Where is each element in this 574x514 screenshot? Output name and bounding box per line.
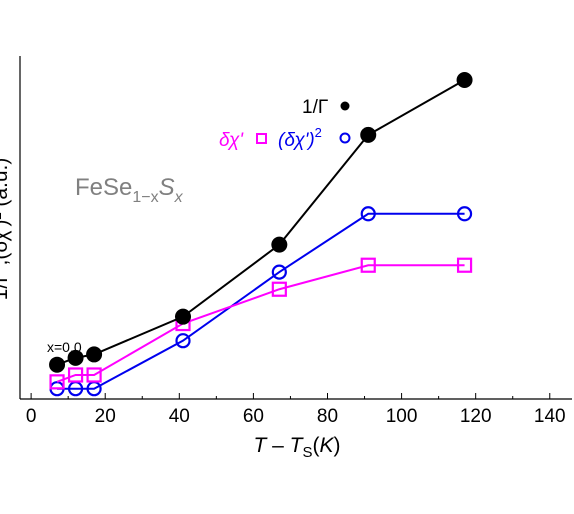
- legend-gamma-marker: [340, 101, 350, 111]
- series-line: [56, 79, 466, 366]
- data-point: [271, 236, 288, 253]
- legend-chi-label: δχ': [219, 130, 244, 151]
- x-tick-label: 100: [386, 406, 418, 427]
- data-point: [271, 264, 287, 280]
- data-point: [49, 374, 65, 390]
- legend: 1/Γ δχ' (δχ')2: [219, 97, 351, 151]
- x-annotation: x=0.0: [47, 339, 82, 355]
- x-tick-label: 140: [534, 406, 566, 427]
- data-point: [271, 281, 287, 297]
- data-point: [67, 349, 84, 366]
- x-tick-label: 60: [243, 406, 264, 427]
- series-layer: [49, 72, 473, 397]
- legend-chi2-label: (δχ')2: [278, 125, 322, 151]
- x-tick-label: 80: [317, 406, 338, 427]
- data-point: [175, 333, 191, 349]
- legend-gamma-label: 1/Γ: [302, 97, 328, 118]
- x-tick-label: 0: [26, 406, 37, 427]
- data-point: [456, 72, 473, 89]
- data-point: [86, 367, 102, 383]
- axes: 0 20 40 60 80 100 120 140: [19, 56, 572, 427]
- series-filled-circle: [49, 72, 473, 373]
- data-point: [175, 308, 192, 325]
- data-point: [360, 126, 377, 143]
- legend-chi-marker: [256, 133, 267, 144]
- y-axis-title: 1/Γ ,(δχ')² (a.u.): [0, 158, 12, 301]
- data-point: [49, 356, 66, 373]
- series-open-square: [49, 257, 473, 390]
- x-tick-label: 120: [460, 406, 492, 427]
- data-point: [360, 206, 376, 222]
- data-point: [456, 257, 473, 273]
- data-point: [67, 367, 84, 383]
- data-point: [360, 257, 376, 273]
- legend-chi2-marker: [339, 132, 351, 144]
- x-tick-label: 40: [169, 406, 190, 427]
- material-label: FeSe1−xSx: [75, 174, 184, 206]
- series-line: [57, 212, 465, 390]
- data-point: [456, 206, 473, 222]
- data-point: [86, 346, 103, 363]
- x-tick-label: 20: [95, 406, 116, 427]
- series-line: [56, 264, 465, 383]
- x-axis-title: T – TS(K): [253, 434, 340, 461]
- series-open-circle: [49, 206, 473, 397]
